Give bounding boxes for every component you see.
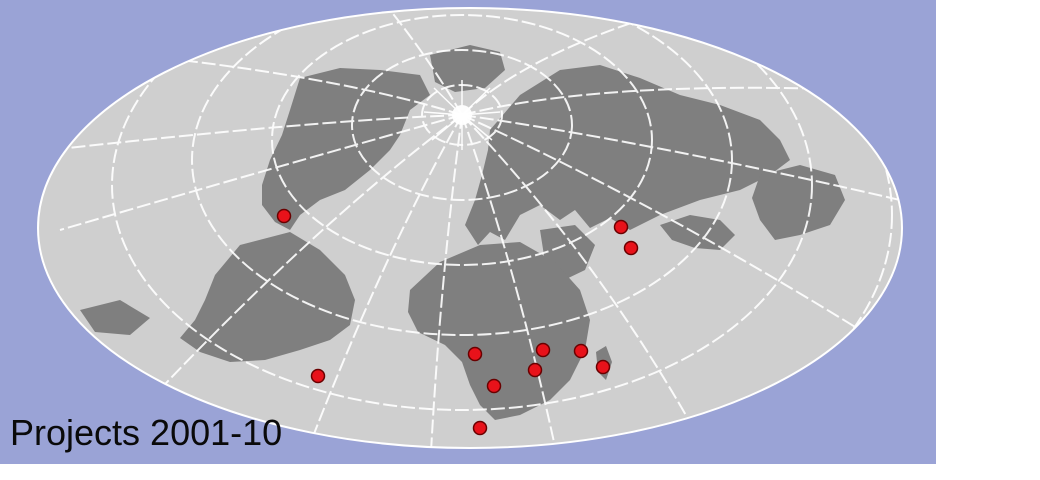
landmass-africa [408,242,590,420]
marker-mexico[interactable] [276,208,292,224]
marker-pakistan[interactable] [613,219,629,235]
land-masses [80,45,845,420]
world-map [37,7,903,449]
marker-angola[interactable] [486,378,502,394]
marker-south-africa[interactable] [472,420,488,436]
landmass-greenland [430,45,505,92]
markers-layer [276,208,639,436]
marker-india[interactable] [623,240,639,256]
landmass-south-america [180,232,355,362]
marker-mozambique[interactable] [573,343,589,359]
globe-outline [37,7,903,449]
landmass-australia [752,165,845,240]
map-panel: Projects 2001-10 [0,0,936,464]
landmass-eurasia [465,65,790,245]
marker-ghana[interactable] [467,346,483,362]
marker-zambia[interactable] [527,362,543,378]
pole-rays [423,80,501,150]
landmass-antarctica [80,300,150,335]
marker-madagascar[interactable] [595,359,611,375]
map-title: Projects 2001-10 [10,412,283,453]
graticule [38,8,901,448]
marker-malawi[interactable] [535,342,551,358]
marker-brazil[interactable] [310,368,326,384]
landmass-north-america [262,68,430,230]
